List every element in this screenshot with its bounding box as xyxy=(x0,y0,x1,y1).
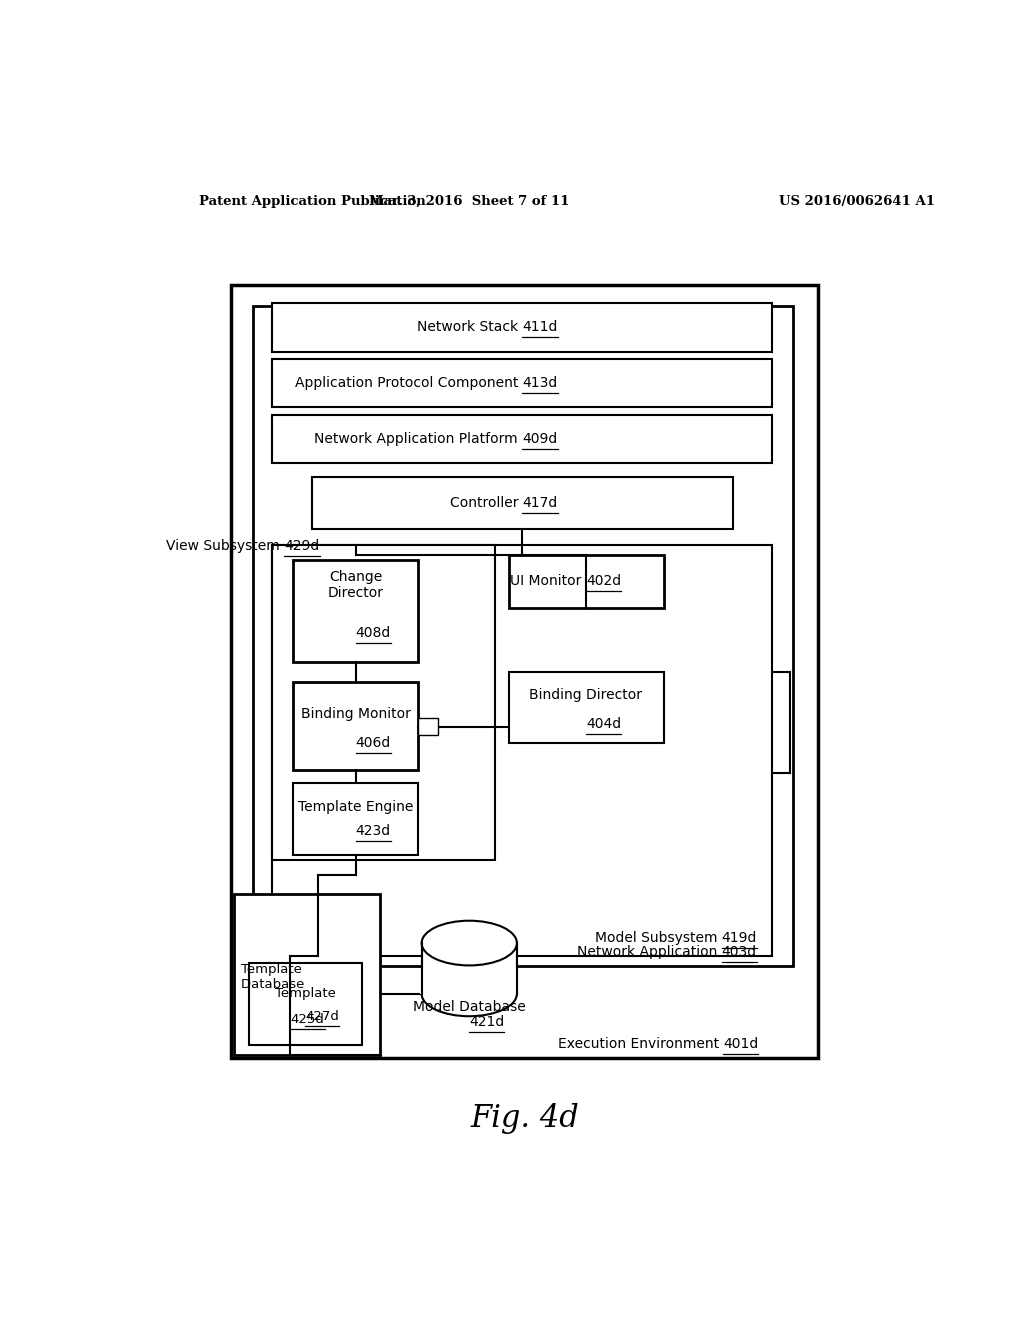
Text: 411d: 411d xyxy=(522,321,558,334)
Text: 421d: 421d xyxy=(469,1015,505,1030)
Bar xyxy=(272,545,772,956)
Text: Mar. 3, 2016  Sheet 7 of 11: Mar. 3, 2016 Sheet 7 of 11 xyxy=(369,194,569,207)
Text: Application Protocol Component: Application Protocol Component xyxy=(295,376,522,389)
Text: 409d: 409d xyxy=(522,432,558,446)
Bar xyxy=(509,672,664,743)
Bar xyxy=(272,302,772,351)
Text: Patent Application Publication: Patent Application Publication xyxy=(200,194,426,207)
Text: Template
Database: Template Database xyxy=(242,964,309,991)
Text: 429d: 429d xyxy=(285,539,319,553)
Text: 401d: 401d xyxy=(723,1036,759,1051)
Text: View Subsystem: View Subsystem xyxy=(166,539,285,553)
Bar xyxy=(272,359,772,408)
Bar xyxy=(249,964,362,1044)
Text: 408d: 408d xyxy=(355,626,391,640)
Text: US 2016/0062641 A1: US 2016/0062641 A1 xyxy=(778,194,935,207)
Text: Network Stack: Network Stack xyxy=(417,321,522,334)
Bar xyxy=(293,682,419,771)
Bar xyxy=(420,969,518,994)
Text: 417d: 417d xyxy=(522,496,558,510)
Bar xyxy=(272,545,495,859)
Bar xyxy=(231,285,818,1057)
Text: 403d: 403d xyxy=(722,945,757,960)
Text: Network Application: Network Application xyxy=(577,945,722,960)
Ellipse shape xyxy=(422,972,517,1016)
Text: 425d: 425d xyxy=(291,1012,325,1026)
Text: Template: Template xyxy=(274,987,336,1001)
Text: 427d: 427d xyxy=(305,1010,339,1023)
Text: 423d: 423d xyxy=(355,824,391,838)
Text: Model Database: Model Database xyxy=(413,1001,525,1014)
Text: Controller: Controller xyxy=(450,496,522,510)
Bar xyxy=(253,306,793,966)
Bar xyxy=(293,560,419,661)
Bar xyxy=(293,784,419,854)
Text: 402d: 402d xyxy=(586,574,621,589)
Bar xyxy=(272,414,772,463)
Text: 419d: 419d xyxy=(722,931,757,945)
Text: Binding Monitor: Binding Monitor xyxy=(301,708,411,721)
Text: UI Monitor: UI Monitor xyxy=(510,574,586,589)
Text: 404d: 404d xyxy=(586,717,621,730)
Text: Model Subsystem: Model Subsystem xyxy=(595,931,722,945)
Bar xyxy=(509,554,664,607)
Ellipse shape xyxy=(422,921,517,965)
Text: 406d: 406d xyxy=(355,735,391,750)
Bar xyxy=(422,942,517,994)
Text: 413d: 413d xyxy=(522,376,558,389)
Bar xyxy=(419,718,437,735)
Text: Binding Director: Binding Director xyxy=(529,688,642,702)
Text: Change
Director: Change Director xyxy=(328,570,384,601)
Text: Fig. 4d: Fig. 4d xyxy=(470,1104,580,1134)
Text: Template Engine: Template Engine xyxy=(298,800,414,814)
Bar xyxy=(233,894,380,1055)
Text: Network Application Platform: Network Application Platform xyxy=(314,432,522,446)
Text: Execution Environment: Execution Environment xyxy=(558,1036,723,1051)
Bar xyxy=(312,477,733,529)
